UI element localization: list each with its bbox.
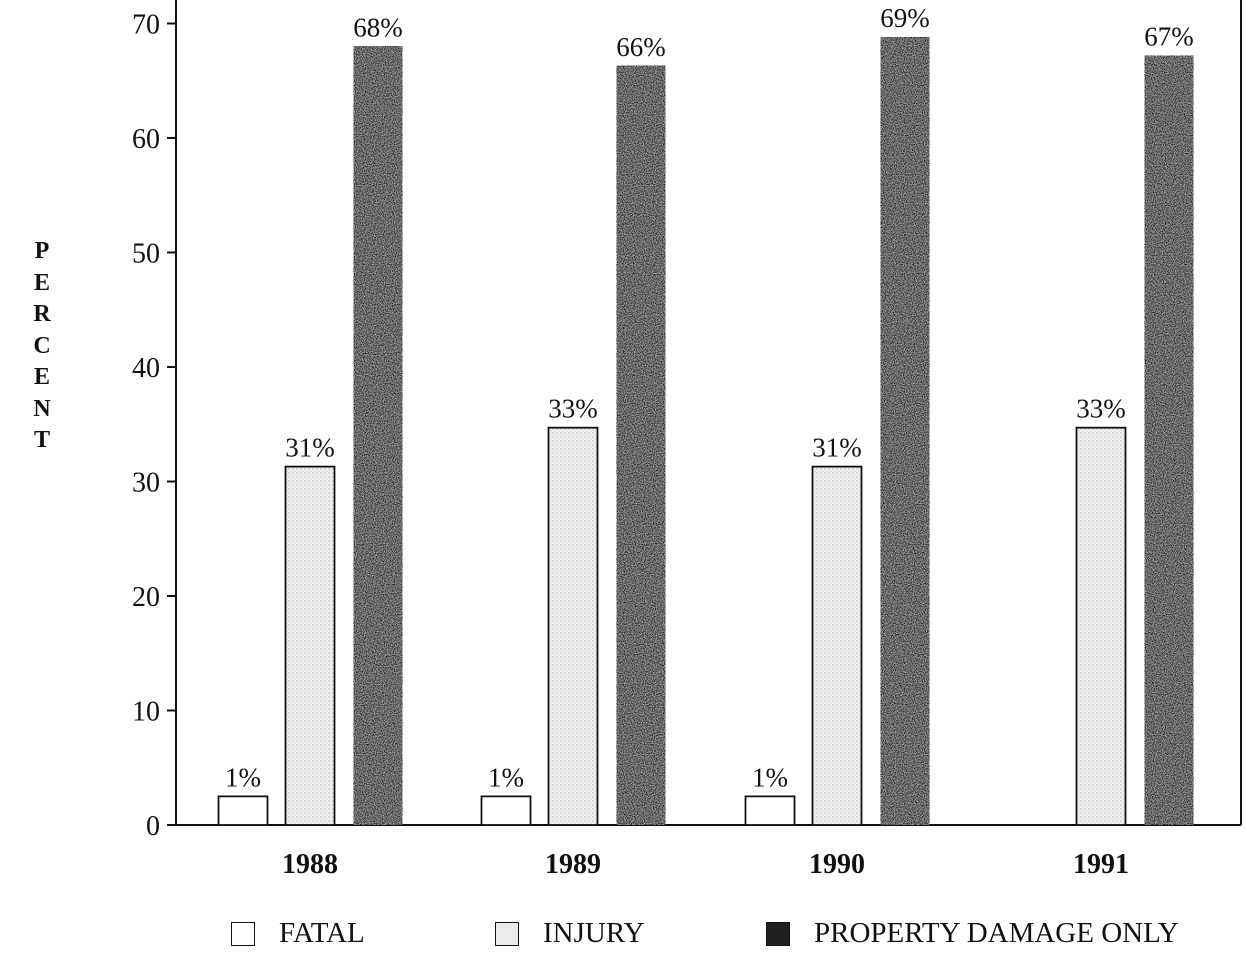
bar-property-damage-only (879, 36, 931, 826)
legend-label-fatal: FATAL (279, 917, 365, 949)
data-label: 1% (488, 762, 524, 792)
data-label: 31% (812, 433, 862, 463)
y-tick-label: 40 (132, 353, 160, 384)
data-label: 66% (616, 32, 666, 62)
y-axis-label-letter: E (33, 364, 50, 390)
legend-swatch-fatal (231, 921, 255, 946)
legend-item-injury: INJURY (495, 917, 645, 950)
legend-swatch-injury (495, 921, 519, 946)
x-tick-label: 1990 (809, 849, 865, 880)
y-tick-label: 30 (132, 468, 160, 499)
legend-item-property-damage-only: PROPERTY DAMAGE ONLY (766, 917, 1179, 950)
bar-injury (811, 465, 863, 826)
y-axis-label-letter: E (33, 269, 50, 296)
bar-fatal (744, 795, 796, 826)
data-label: 1% (752, 762, 788, 792)
data-label: 33% (1076, 394, 1126, 424)
legend-label-property-damage-only: PROPERTY DAMAGE ONLY (814, 917, 1179, 949)
y-axis-label-letter: T (33, 427, 50, 453)
data-label: 33% (548, 394, 598, 424)
y-tick-label: 10 (132, 697, 160, 728)
data-label: 67% (1144, 22, 1194, 52)
data-label: 31% (285, 433, 335, 463)
bar-fatal (217, 795, 269, 826)
data-label: 69% (880, 3, 930, 33)
bar-fatal (480, 795, 532, 826)
x-tick-label: 1988 (282, 849, 338, 880)
y-axis-label-letter: P (34, 238, 50, 264)
chart-axes: 0 10 20 30 40 50 60 70 1988 1989 1990 1991 (132, 0, 1242, 880)
data-label: 68% (353, 12, 403, 42)
chart-bars (217, 36, 1195, 826)
legend-swatch-property-damage-only (766, 921, 790, 946)
y-axis-label-letter: N (33, 395, 51, 422)
y-axis-label-letter: C (33, 332, 51, 359)
y-tick-label: 60 (132, 124, 160, 155)
legend-label-injury: INJURY (543, 917, 645, 949)
bar-injury (547, 426, 599, 826)
y-tick-label: 70 (132, 10, 160, 41)
y-tick-label: 50 (132, 239, 160, 270)
data-label: 1% (225, 762, 261, 792)
y-tick-label: 0 (146, 811, 160, 842)
bar-injury (1075, 426, 1127, 826)
bar-injury (284, 465, 336, 826)
bar-property-damage-only (615, 65, 667, 826)
legend: FATAL INJURY PROPERTY DAMAGE ONLY (0, 917, 1246, 957)
y-tick-label: 20 (132, 582, 160, 613)
y-axis-label-letter: R (33, 301, 51, 327)
x-tick-label: 1991 (1073, 849, 1129, 880)
chart-labels: 1% 1% 1% 31% 33% 31% 33% 68% 66% 69% 67% (225, 3, 1194, 792)
x-tick-label: 1989 (545, 849, 601, 880)
bar-property-damage-only (352, 45, 404, 826)
chart-svg: 0 10 20 30 40 50 60 70 1988 1989 1990 1991 1% 1% 1% 31… (132, 0, 1242, 880)
bar-property-damage-only (1143, 54, 1195, 826)
legend-item-fatal: FATAL (231, 917, 365, 950)
